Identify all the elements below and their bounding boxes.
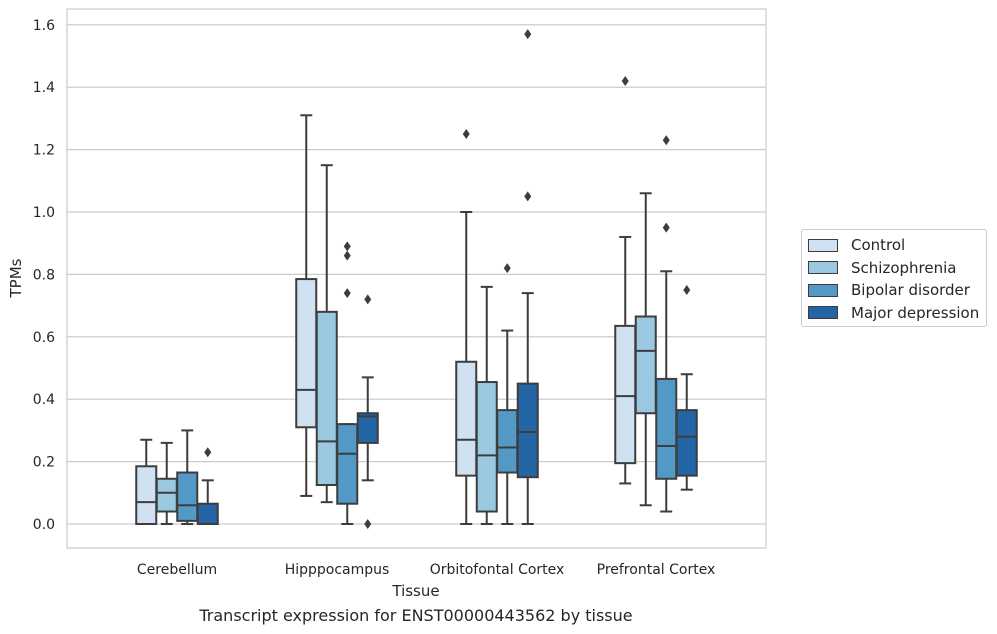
box-schizophrenia [475,381,498,513]
outlier-point-control [462,129,470,139]
outlier-point-bipolar-disorder [343,250,351,261]
plot-area [67,9,766,548]
x-tick-label-orbitofontal-cortex: Orbitofontal Cortex [430,562,565,578]
outlier-point-bipolar-disorder [662,135,670,146]
x-tick-label-prefrontal-cortex: Prefrontal Cortex [597,562,716,578]
y-tick-label: 0.0 [33,517,55,533]
box-control [455,360,478,477]
x-tick-label-cerebellum: Cerebellum [137,562,217,578]
box-group-cerebellum [135,429,219,526]
legend-label-schizophrenia: Schizophrenia [851,258,957,277]
box-group-hipppocampus [295,114,379,529]
legend-label-bipolar-disorder: Bipolar disorder [851,281,970,300]
outlier-point-bipolar-disorder [662,222,670,233]
legend-swatch-schizophrenia [808,261,838,275]
box-schizophrenia [634,315,657,415]
box-major-depression [516,382,539,479]
box-group-orbitofontal-cortex [455,29,539,525]
y-tick-label: 0.8 [33,267,55,283]
box-group-prefrontal-cortex [614,75,698,513]
box-schizophrenia [155,477,178,513]
legend-swatch-bipolar-disorder [808,283,838,297]
box-bipolar-disorder [176,471,199,522]
outlier-point-control [621,75,629,86]
x-tick-label-hipppocampus: Hipppocampus [285,562,390,578]
legend-label-major-depression: Major depression [851,303,980,322]
y-tick-label: 0.6 [33,330,55,346]
legend-item-schizophrenia: Schizophrenia [808,257,986,280]
outlier-point-bipolar-disorder [503,263,511,274]
y-tick-label: 1.4 [33,80,55,96]
box-control [295,278,318,429]
y-tick-labels: 0.0 0.2 0.4 0.6 0.8 1.0 1.2 1.4 1.6 [33,18,55,533]
outlier-point-major-depression [524,29,532,40]
x-axis-label: Tissue [391,582,439,600]
chart-title: Transcript expression for ENST0000044356… [199,606,633,625]
box-bipolar-disorder [336,423,359,505]
box-major-depression [675,409,698,477]
legend-swatch-control [808,238,838,252]
y-tick-label: 0.2 [33,455,55,471]
y-tick-label: 1.6 [33,18,55,34]
legend-item-control: Control [808,234,986,257]
legend-item-bipolar-disorder: Bipolar disorder [808,279,986,302]
box-control [614,324,637,465]
y-tick-label: 0.4 [33,392,55,408]
legend-item-major-depression: Major depression [808,302,986,325]
x-tick-labels: Cerebellum Hipppocampus Orbitofontal Corte… [137,562,715,578]
box-groups [135,29,698,529]
legend: Control Schizophrenia Bipolar disorder M… [801,229,987,327]
legend-swatch-major-depression [808,306,838,320]
y-tick-label: 1.2 [33,143,55,159]
box-control [135,465,158,525]
outlier-point-bipolar-disorder [343,288,351,299]
box-bipolar-disorder [655,377,678,480]
y-tick-label: 1.0 [33,205,55,221]
outlier-point-major-depression [683,285,691,295]
legend-label-control: Control [851,236,906,255]
box-major-depression [356,412,379,444]
outlier-point-bipolar-disorder [343,241,351,252]
outlier-point-major-depression [204,447,212,458]
outlier-point-major-depression [524,191,532,202]
box-major-depression [196,502,219,526]
box-schizophrenia [315,310,338,486]
outlier-point-major-depression [364,294,372,305]
box-bipolar-disorder [496,409,519,474]
y-axis-label: TPMs [7,258,25,298]
outlier-point-major-depression [364,519,372,529]
plot-frame [66,8,767,549]
